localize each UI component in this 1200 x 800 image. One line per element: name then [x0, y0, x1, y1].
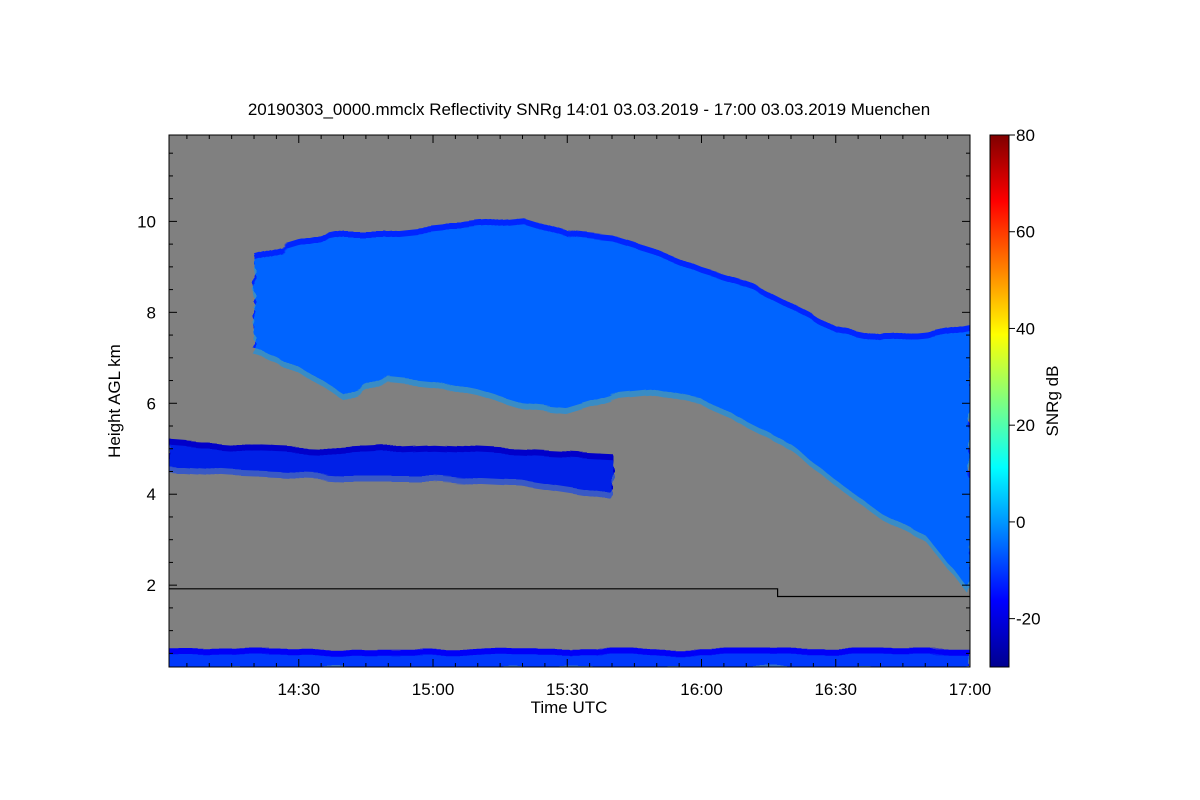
y-tick-label: 8 — [147, 303, 156, 322]
x-tick-label: 14:30 — [277, 680, 320, 699]
x-tick-label: 15:30 — [546, 680, 589, 699]
colorbar-label: SNRg dB — [1043, 366, 1062, 437]
x-tick-label: 16:30 — [814, 680, 857, 699]
colorbar-tick-label: 40 — [1016, 319, 1035, 338]
layer-mid-level-layer — [169, 439, 612, 501]
overlay-step-line — [169, 588, 970, 598]
x-tick-label: 17:00 — [949, 680, 992, 699]
x-axis-label: Time UTC — [531, 698, 608, 717]
colorbar-tick-label: 20 — [1016, 416, 1035, 435]
colorbar-tick-label: 80 — [1016, 126, 1035, 145]
data-layers — [169, 216, 970, 667]
colorbar-tick-label: 60 — [1016, 223, 1035, 242]
chart-title: 20190303_0000.mmclx Reflectivity SNRg 14… — [248, 100, 930, 119]
layer-upper-cloud-layer — [254, 216, 970, 596]
plot-frame — [168, 134, 971, 668]
overlay-line — [169, 588, 970, 598]
layer-core — [169, 654, 970, 667]
colorbar — [989, 134, 1010, 668]
layer-core — [169, 445, 612, 501]
x-tick-label: 15:00 — [412, 680, 455, 699]
y-tick-label: 4 — [147, 485, 156, 504]
x-axis: 14:30 15:00 15:30 16:00 16:30 17:00 — [186, 135, 992, 699]
colorbar-tick-label: 0 — [1016, 513, 1025, 532]
colorbar-tick-label: -20 — [1016, 610, 1041, 629]
colorbar-axis: -20 0 20 40 60 80 — [1009, 126, 1041, 629]
y-axis-label: Height AGL km — [105, 344, 124, 458]
y-axis: 2 4 6 8 10 — [137, 152, 970, 654]
layer-core — [254, 222, 970, 596]
y-tick-label: 2 — [147, 576, 156, 595]
x-tick-label: 16:00 — [680, 680, 723, 699]
y-tick-label: 10 — [137, 212, 156, 231]
y-tick-label: 6 — [147, 394, 156, 413]
layer-near-surface-clutter — [169, 648, 970, 667]
